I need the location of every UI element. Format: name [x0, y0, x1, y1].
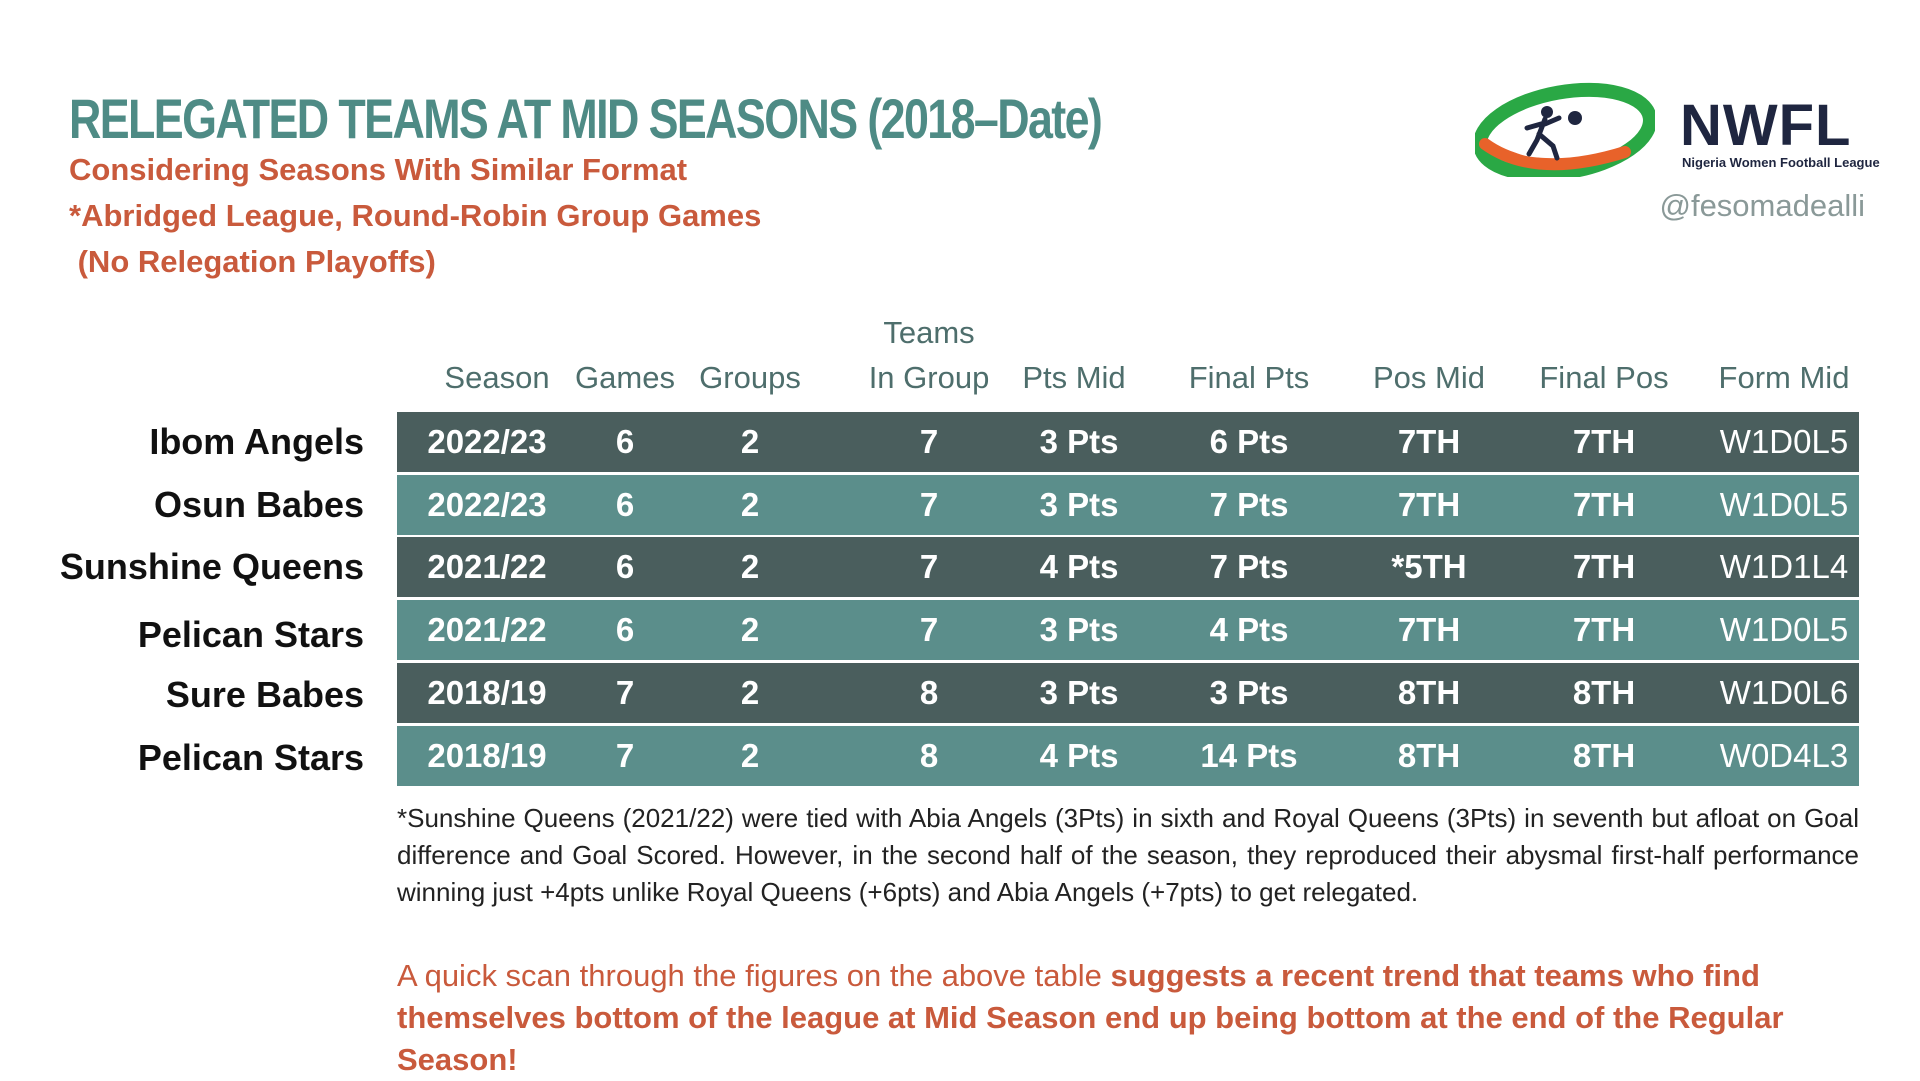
brand-name: NWFL [1680, 93, 1852, 158]
nwfl-logo-icon [1475, 82, 1655, 177]
table-row: 2018/19 7 2 8 4 Pts 14 Pts 8TH 8TH W0D4L… [397, 726, 1859, 786]
teams-cell: 7 [919, 611, 939, 648]
games-cell: 7 [615, 737, 635, 774]
games-cell: 6 [615, 423, 635, 460]
final-pos-cell: 7TH [1572, 611, 1636, 648]
column-header-final-pos: Final Pos [1539, 360, 1669, 395]
team-label: Sunshine Queens [59, 546, 364, 587]
pts-mid-cell: 3 Pts [1039, 674, 1119, 711]
pts-mid-cell: 3 Pts [1039, 423, 1119, 460]
games-cell: 6 [615, 611, 635, 648]
games-cell: 6 [615, 548, 635, 585]
groups-cell: 2 [740, 548, 760, 585]
pos-mid-cell: 8TH [1397, 674, 1461, 711]
brand-full-name: Nigeria Women Football League [1682, 155, 1880, 170]
games-cell: 7 [615, 674, 635, 711]
teams-cell: 8 [919, 737, 939, 774]
team-label: Sure Babes [165, 674, 364, 715]
final-pts-cell: 6 Pts [1209, 423, 1289, 460]
pts-mid-cell: 4 Pts [1039, 737, 1119, 774]
teams-cell: 7 [919, 423, 939, 460]
team-label: Pelican Stars [137, 614, 364, 655]
table-row: 2021/22 6 2 7 3 Pts 4 Pts 7TH 7TH W1D0L5 [397, 600, 1859, 660]
pts-mid-cell: 3 Pts [1039, 611, 1119, 648]
final-pos-cell: 7TH [1572, 423, 1636, 460]
column-header-form-mid: Form Mid [1718, 360, 1850, 395]
table-row: 2021/22 6 2 7 4 Pts 7 Pts *5TH 7TH W1D1L… [397, 537, 1859, 597]
form-mid-cell: W1D0L5 [1719, 486, 1849, 523]
final-pts-cell: 14 Pts [1200, 737, 1298, 774]
season-cell: 2022/23 [427, 486, 547, 523]
column-header-groups: Groups [699, 360, 801, 395]
season-cell: 2018/19 [427, 674, 547, 711]
groups-cell: 2 [740, 737, 760, 774]
column-header-teams-top: Teams [883, 315, 975, 350]
games-cell: 6 [615, 486, 635, 523]
author-handle: @fesomadealli [1659, 188, 1865, 223]
teams-cell: 7 [919, 548, 939, 585]
column-header-games: Games [575, 360, 675, 395]
groups-cell: 2 [740, 423, 760, 460]
conclusion-bold: suggests a recent trend that teams who f… [397, 958, 1784, 1077]
final-pts-cell: 7 Pts [1209, 486, 1289, 523]
season-cell: 2021/22 [427, 548, 547, 585]
final-pts-cell: 4 Pts [1209, 611, 1289, 648]
season-cell: 2022/23 [427, 423, 547, 460]
table-row: 2022/23 6 2 7 3 Pts 7 Pts 7TH 7TH W1D0L5 [397, 475, 1859, 535]
column-header-pts-mid: Pts Mid [1022, 360, 1126, 395]
pts-mid-cell: 4 Pts [1039, 548, 1119, 585]
groups-cell: 2 [740, 486, 760, 523]
team-label: Pelican Stars [137, 737, 364, 778]
pos-mid-cell: 7TH [1397, 611, 1461, 648]
pos-mid-cell: 7TH [1397, 423, 1461, 460]
final-pts-cell: 3 Pts [1209, 674, 1289, 711]
subtitle-format: Considering Seasons With Similar Format [69, 152, 688, 187]
groups-cell: 2 [740, 611, 760, 648]
team-label: Osun Babes [153, 484, 364, 525]
form-mid-cell: W0D4L3 [1719, 737, 1849, 774]
final-pts-cell: 7 Pts [1209, 548, 1289, 585]
column-header-season: Season [444, 360, 550, 395]
form-mid-cell: W1D1L4 [1719, 548, 1849, 585]
form-mid-cell: W1D0L5 [1719, 423, 1849, 460]
form-mid-cell: W1D0L5 [1719, 611, 1849, 648]
teams-cell: 8 [919, 674, 939, 711]
subtitle-abridged: *Abridged League, Round-Robin Group Game… [69, 198, 762, 233]
table-row: 2022/23 6 2 7 3 Pts 6 Pts 7TH 7TH W1D0L5 [397, 412, 1859, 472]
pos-mid-cell: *5TH [1391, 548, 1467, 585]
season-cell: 2018/19 [427, 737, 547, 774]
table-row: 2018/19 7 2 8 3 Pts 3 Pts 8TH 8TH W1D0L6 [397, 663, 1859, 723]
conclusion-plain: A quick scan through the figures on the … [397, 958, 1111, 993]
pos-mid-cell: 7TH [1397, 486, 1461, 523]
conclusion: A quick scan through the figures on the … [397, 955, 1859, 1081]
final-pos-cell: 8TH [1572, 737, 1636, 774]
page-title: RELEGATED TEAMS AT MID SEASONS (2018–Dat… [69, 87, 1103, 150]
pos-mid-cell: 8TH [1397, 737, 1461, 774]
team-label: Ibom Angels [149, 421, 364, 462]
footnote: *Sunshine Queens (2021/22) were tied wit… [397, 803, 1859, 907]
groups-cell: 2 [740, 674, 760, 711]
subtitle-no-playoffs: (No Relegation Playoffs) [69, 244, 436, 279]
final-pos-cell: 7TH [1572, 486, 1636, 523]
final-pos-cell: 8TH [1572, 674, 1636, 711]
final-pos-cell: 7TH [1572, 548, 1636, 585]
season-cell: 2021/22 [427, 611, 547, 648]
teams-cell: 7 [919, 486, 939, 523]
column-header-teams-in-group: In Group [868, 360, 990, 395]
pts-mid-cell: 3 Pts [1039, 486, 1119, 523]
column-header-pos-mid: Pos Mid [1373, 360, 1485, 395]
column-header-final-pts: Final Pts [1188, 360, 1310, 395]
form-mid-cell: W1D0L6 [1719, 674, 1849, 711]
